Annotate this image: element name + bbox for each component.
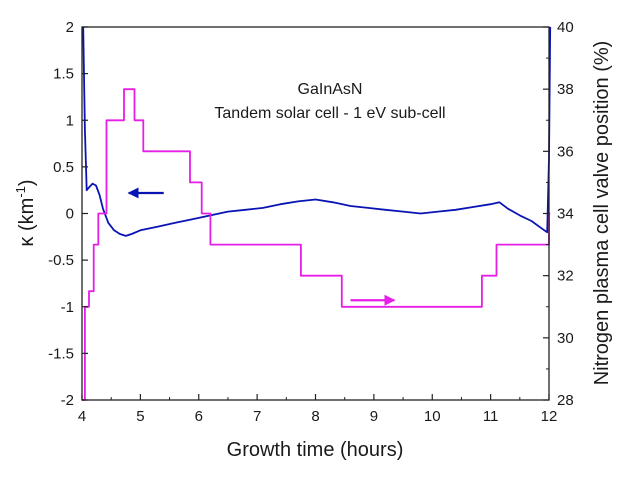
- y-left-tick-label: -1: [61, 299, 74, 316]
- y-right-tick-label: 36: [557, 143, 574, 160]
- y-right-tick-label: 28: [557, 392, 574, 409]
- y-right-tick-label: 32: [557, 268, 574, 285]
- y-left-tick-label: -1.5: [48, 345, 74, 362]
- y-left-tick-label: 1: [66, 112, 74, 129]
- x-tick-label: 12: [541, 408, 558, 425]
- x-tick-label: 6: [195, 408, 203, 425]
- annotation-device: Tandem solar cell - 1 eV sub-cell: [214, 105, 445, 122]
- annotation-material: GaInAsN: [298, 81, 363, 98]
- x-tick-label: 10: [424, 408, 441, 425]
- y-right-tick-label: 30: [557, 330, 574, 347]
- x-tick-label: 5: [136, 408, 144, 425]
- x-tick-label: 9: [370, 408, 378, 425]
- x-tick-label: 7: [253, 408, 261, 425]
- y-left-tick-label: 1.5: [53, 66, 74, 83]
- y-axis-left-title-sup: -1: [13, 186, 28, 198]
- x-tick-label: 4: [78, 408, 86, 425]
- plot-marks: [82, 26, 552, 401]
- kappa-line: [82, 26, 552, 237]
- y-axis-left-title-main: κ (km: [16, 198, 38, 247]
- y-axis-left-title-close: ): [16, 179, 38, 186]
- y-left-tick-label: 0.5: [53, 159, 74, 176]
- y-left-tick-label: -2: [61, 392, 74, 409]
- y-axis-right-title: Nitrogen plasma cell valve position (%): [591, 41, 613, 386]
- axis-ticks: 4 5 6 7 8 9 10 11 12 2 1.5 1 0.5 0 -0.5 -1 -1.5 -2 40 38 36 3…: [48, 19, 574, 425]
- y-right-tick-label: 40: [557, 19, 574, 36]
- x-tick-label: 11: [483, 408, 499, 425]
- y-left-tick-label: 0: [66, 206, 74, 223]
- y-right-tick-label: 34: [557, 206, 574, 223]
- valve-position-line: [82, 88, 551, 401]
- plot-frame: [81, 26, 550, 401]
- y-right-tick-label: 38: [557, 81, 574, 98]
- y-left-tick-label: 2: [66, 19, 74, 36]
- y-left-tick-label: -0.5: [48, 252, 74, 269]
- x-axis-title: Growth time (hours): [227, 439, 404, 461]
- x-tick-label: 8: [311, 408, 319, 425]
- y-axis-left-title: κ (km-1): [13, 179, 38, 246]
